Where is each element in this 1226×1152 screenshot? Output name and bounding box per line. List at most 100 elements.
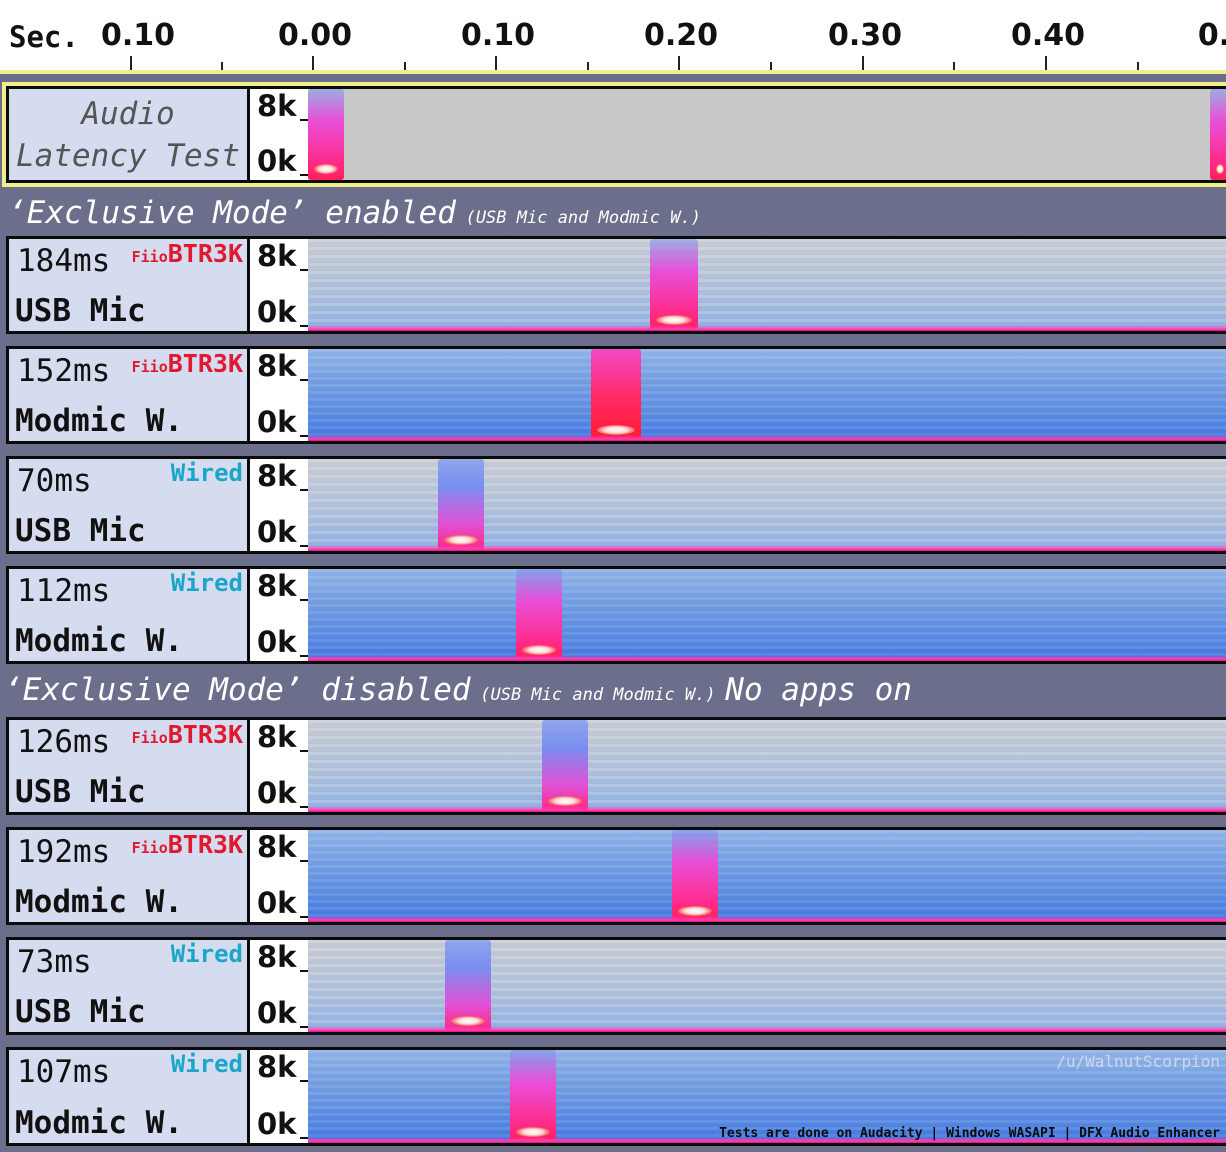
audio-burst (308, 89, 344, 180)
spectrogram-baseline (308, 325, 1226, 331)
scale-mark (300, 860, 308, 862)
section-header: ‘Exclusive Mode’ enabled (USB Mic and Mo… (8, 195, 1218, 239)
audio-burst (1210, 89, 1226, 180)
audio-burst (510, 1050, 556, 1143)
track-label-panel[interactable]: 184ms FiioBTR3K USB Mic (9, 239, 247, 331)
mic-name: Modmic W. (15, 1105, 183, 1141)
spectrogram-baseline (308, 655, 1226, 661)
badge-model: BTR3K (167, 239, 243, 268)
audio-burst (438, 459, 484, 551)
scale-bottom-label: 0k (257, 776, 297, 810)
scale-top-label: 8k (257, 89, 297, 123)
ruler-tick (221, 62, 223, 70)
scale-top-label: 8k (257, 830, 297, 864)
spectrogram-baseline (308, 806, 1226, 812)
timeline-ruler[interactable]: Sec. 0.10 0.00 0.10 0.20 0.30 0.40 0. (0, 0, 1226, 72)
spectrogram[interactable] (308, 459, 1226, 551)
ruler-tick-label: 0.00 (277, 18, 353, 53)
spectrogram[interactable] (308, 569, 1226, 661)
scale-bottom-label: 0k (257, 405, 297, 439)
ruler-tick-label: 0.10 (100, 18, 176, 53)
mic-name: Modmic W. (15, 884, 183, 920)
scale-mark (300, 379, 308, 381)
frequency-scale: 8k 0k (250, 349, 308, 441)
spectrogram[interactable] (308, 940, 1226, 1032)
badge-brand: Fiio (131, 839, 168, 857)
scale-bottom-label: 0k (257, 515, 297, 549)
track-label-panel[interactable]: 192ms FiioBTR3K Modmic W. (9, 830, 247, 922)
mic-name: Modmic W. (15, 403, 183, 439)
credit-text: /u/WalnutScorpion (1056, 1052, 1220, 1071)
track-label-panel[interactable]: 70ms Wired USB Mic (9, 459, 247, 551)
scale-bottom-label: 0k (257, 625, 297, 659)
track[interactable]: 70ms Wired USB Mic 8k 0k (6, 456, 1226, 554)
scale-bottom-label: 0k (257, 144, 297, 178)
section-title: ‘Exclusive Mode’ disabled (4, 672, 471, 708)
track[interactable]: 192ms FiioBTR3K Modmic W. 8k 0k (6, 827, 1226, 925)
device-badge: FiioBTR3K (132, 720, 243, 749)
track-label-panel[interactable]: 126ms FiioBTR3K USB Mic (9, 720, 247, 812)
scale-top-label: 8k (257, 940, 297, 974)
track[interactable]: 112ms Wired Modmic W. 8k 0k (6, 566, 1226, 664)
scale-mark (300, 916, 308, 918)
track-label-panel[interactable]: 112ms Wired Modmic W. (9, 569, 247, 661)
track[interactable]: 184ms FiioBTR3K USB Mic 8k 0k (6, 236, 1226, 334)
audio-burst (591, 349, 641, 441)
spectrogram-baseline (308, 1137, 1226, 1143)
track[interactable]: 73ms Wired USB Mic 8k 0k (6, 937, 1226, 1035)
scale-bottom-label: 0k (257, 1107, 297, 1141)
spectrogram[interactable] (308, 830, 1226, 922)
title-track-label[interactable]: Audio Latency Test (9, 89, 247, 180)
track[interactable]: 152ms FiioBTR3K Modmic W. 8k 0k (6, 346, 1226, 444)
track-title[interactable]: Audio Latency Test 8k 0k (2, 82, 1226, 187)
device-badge: FiioBTR3K (132, 349, 243, 378)
scale-mark (300, 1026, 308, 1028)
latency-value: 192ms (17, 834, 111, 870)
scale-bottom-label: 0k (257, 886, 297, 920)
scale-mark (300, 489, 308, 491)
wired-badge: Wired (170, 459, 243, 487)
latency-value: 70ms (17, 463, 92, 499)
badge-model: BTR3K (167, 349, 243, 378)
frequency-scale: 8k 0k (250, 1050, 308, 1143)
badge-model: BTR3K (167, 720, 243, 749)
scale-mark (300, 750, 308, 752)
device-badge: FiioBTR3K (132, 239, 243, 268)
audio-burst (516, 569, 562, 661)
spectrogram[interactable] (308, 89, 1226, 180)
ruler-tick (130, 56, 132, 70)
scale-mark (300, 269, 308, 271)
section-title: ‘Exclusive Mode’ enabled (8, 195, 456, 231)
spectrogram[interactable] (308, 720, 1226, 812)
track-label-panel[interactable]: 107ms Wired Modmic W. (9, 1050, 247, 1143)
scale-top-label: 8k (257, 459, 297, 493)
ruler-tick (770, 62, 772, 70)
track[interactable]: 126ms FiioBTR3K USB Mic 8k 0k (6, 717, 1226, 815)
badge-brand: Fiio (131, 248, 168, 266)
scale-mark (300, 655, 308, 657)
track[interactable]: 107ms Wired Modmic W. 8k 0k /u/WalnutSco… (6, 1047, 1226, 1146)
spectrogram-baseline (308, 916, 1226, 922)
track-label-panel[interactable]: 73ms Wired USB Mic (9, 940, 247, 1032)
audio-burst (542, 720, 588, 812)
scale-mark (300, 1080, 308, 1082)
mic-name: USB Mic (15, 774, 146, 810)
spectrogram[interactable] (308, 349, 1226, 441)
mic-name: USB Mic (15, 513, 146, 549)
spectrogram-baseline (308, 545, 1226, 551)
wired-badge: Wired (170, 569, 243, 597)
track-label-panel[interactable]: 152ms FiioBTR3K Modmic W. (9, 349, 247, 441)
badge-brand: Fiio (131, 729, 168, 747)
frequency-scale: 8k 0k (250, 720, 308, 812)
device-badge: FiioBTR3K (132, 830, 243, 859)
scale-mark (300, 970, 308, 972)
scale-bottom-label: 0k (257, 996, 297, 1030)
scale-top-label: 8k (257, 569, 297, 603)
title-line-2: Latency Test (16, 138, 240, 174)
mic-name: USB Mic (15, 293, 146, 329)
spectrogram[interactable]: /u/WalnutScorpion Tests are done on Auda… (308, 1050, 1226, 1143)
scale-top-label: 8k (257, 349, 297, 383)
section-suffix: No apps on (725, 672, 912, 708)
spectrogram[interactable] (308, 239, 1226, 331)
scale-mark (300, 545, 308, 547)
